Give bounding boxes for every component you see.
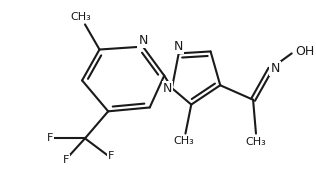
Text: N: N [270,62,280,75]
Text: N: N [174,40,183,53]
Text: N: N [138,34,148,47]
Text: F: F [63,155,69,165]
Text: CH₃: CH₃ [173,137,194,147]
Text: N: N [162,82,172,95]
Text: CH₃: CH₃ [71,11,92,21]
Text: OH: OH [295,45,315,58]
Text: CH₃: CH₃ [246,137,266,147]
Text: F: F [108,151,115,161]
Text: F: F [47,133,53,143]
